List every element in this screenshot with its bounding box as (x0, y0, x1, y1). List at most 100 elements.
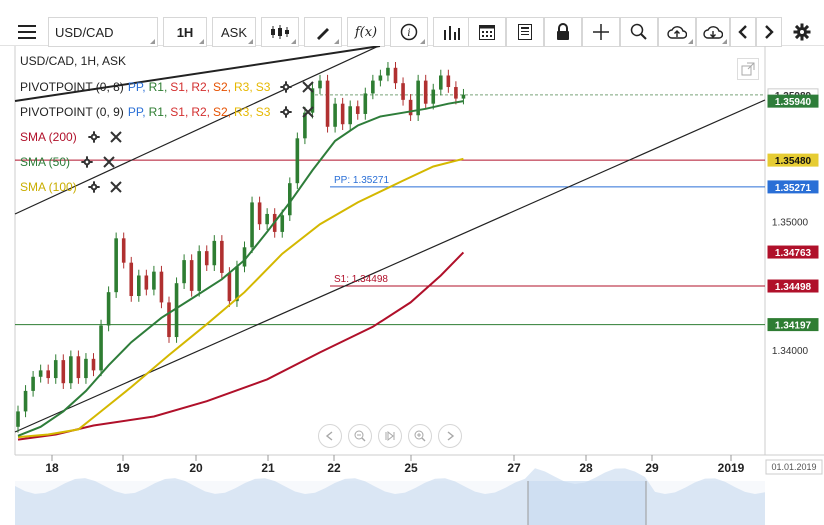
candlestick-icon[interactable] (261, 17, 299, 47)
candle (423, 74, 428, 110)
candle-body (265, 213, 269, 225)
price-label-box (767, 245, 819, 259)
candle-body (106, 292, 111, 326)
indicators-fx-button[interactable]: f(x) (347, 17, 385, 47)
crosshair-icon[interactable] (582, 17, 620, 47)
candle (439, 69, 443, 96)
candle-body (204, 251, 209, 266)
candle-body (167, 302, 171, 338)
sma-100-settings-gear-icon[interactable] (85, 179, 103, 195)
candle-body (408, 99, 413, 116)
candle-body (461, 94, 466, 99)
timeframe-value: 1H (176, 24, 194, 40)
candle (446, 69, 451, 93)
candle (91, 353, 96, 377)
candle (288, 177, 292, 222)
candle-body (220, 240, 224, 273)
trendline-top (14, 46, 381, 102)
candle-body (129, 262, 134, 297)
trendline-lower (14, 99, 766, 433)
candle-body (159, 271, 164, 303)
candle (310, 82, 315, 119)
candle (204, 245, 209, 272)
legend-sma-200: SMA (200) (20, 129, 125, 145)
pivot-9-close-icon[interactable] (299, 104, 317, 120)
price-label-box (767, 279, 819, 293)
sma-50-settings-gear-icon[interactable] (78, 154, 96, 170)
draw-tool-icon[interactable] (304, 17, 342, 47)
candle (265, 208, 269, 230)
candle-body (333, 103, 337, 127)
candle (53, 354, 58, 384)
candle (250, 196, 254, 254)
sma-200-settings-gear-icon[interactable] (85, 129, 103, 145)
scroll-left-icon[interactable] (318, 424, 342, 448)
reset-view-icon[interactable] (378, 424, 402, 448)
candle-body (423, 80, 428, 104)
candle (318, 74, 322, 95)
candle-body (76, 356, 81, 379)
lock-icon[interactable] (544, 17, 582, 47)
price-label-text: 1.34197 (775, 321, 812, 332)
legend-sma-50: SMA (50) (20, 154, 118, 170)
x-tick-label: 18 (45, 461, 59, 475)
sma-50-close-icon[interactable] (100, 154, 118, 170)
candle (16, 405, 20, 433)
candle-body (325, 80, 330, 127)
candle-body (348, 106, 352, 125)
candle (84, 353, 88, 384)
chevron-left-icon[interactable] (730, 17, 756, 47)
legend-pivot-item: R1, (148, 105, 168, 119)
menu-icon[interactable] (10, 17, 44, 47)
candle-body (152, 271, 156, 290)
zoom-out-icon[interactable] (348, 424, 372, 448)
navigator-strip (15, 468, 765, 525)
sma-100-close-icon[interactable] (107, 179, 125, 195)
candle (378, 69, 383, 87)
zoom-icon[interactable] (620, 17, 658, 47)
candle-body (197, 251, 201, 291)
info-icon[interactable]: i (390, 17, 428, 47)
legend-pivot-item: S3 (255, 80, 271, 94)
price-label-box (767, 180, 819, 194)
svg-text:i: i (407, 28, 410, 39)
pivot-9-settings-gear-icon[interactable] (277, 104, 295, 120)
price-type-select[interactable]: ASK (212, 17, 256, 47)
candle-body (280, 215, 285, 232)
timeframe-select[interactable]: 1H (163, 17, 207, 47)
candle-body (46, 370, 50, 379)
candle-body (416, 80, 420, 116)
symbol-value: USD/CAD (55, 24, 114, 40)
chevron-right-icon[interactable] (756, 17, 782, 47)
x-tick-label: 20 (189, 461, 203, 475)
candle-body (121, 238, 126, 263)
symbol-select[interactable]: USD/CAD (48, 17, 158, 47)
x-tick-label: 19 (116, 461, 130, 475)
price-label-text: 1.35480 (775, 156, 812, 167)
cloud-upload-icon[interactable] (658, 17, 696, 47)
settings-gear-icon[interactable] (787, 17, 817, 47)
candle (325, 74, 330, 133)
cloud-download-icon[interactable] (696, 17, 730, 47)
candle-body (174, 283, 179, 338)
expand-chart-icon[interactable] (737, 58, 759, 80)
x-tick-label: 27 (507, 461, 521, 475)
series-line-sma-100 (17, 157, 464, 439)
zoom-in-icon[interactable] (408, 424, 432, 448)
calendar-icon[interactable] (468, 17, 506, 47)
pivot-8-settings-gear-icon[interactable] (277, 79, 295, 95)
bar-chart-icon[interactable] (433, 17, 471, 47)
legend-pivot-8-items: PP, R1, S1, R2, S2, R3, S3 (128, 80, 274, 94)
candle-body (355, 106, 360, 114)
candle (355, 100, 360, 120)
news-icon[interactable] (506, 17, 544, 47)
candle-body (439, 75, 443, 90)
scroll-right-icon[interactable] (438, 424, 462, 448)
candle (31, 371, 35, 397)
sma-200-close-icon[interactable] (107, 129, 125, 145)
candle-body (242, 247, 247, 267)
price-type-value: ASK (220, 24, 247, 40)
pivot-8-close-icon[interactable] (299, 79, 317, 95)
